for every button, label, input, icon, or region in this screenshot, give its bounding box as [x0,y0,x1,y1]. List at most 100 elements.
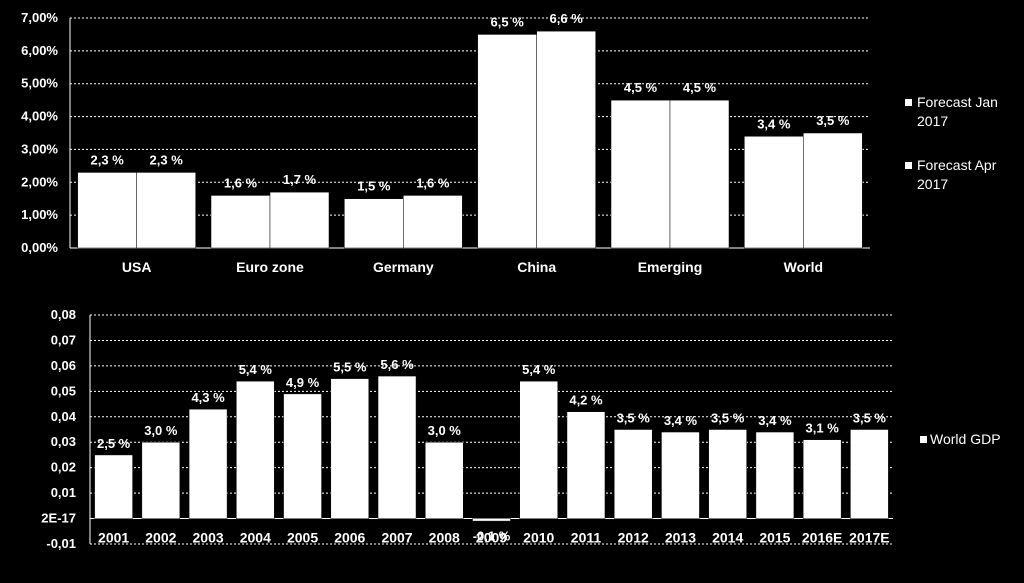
bar [425,441,464,519]
bar [669,99,730,249]
legend-swatch [905,162,912,169]
data-label: 2,3 % [150,152,184,167]
bar [77,172,137,249]
data-label: 3,0 % [144,423,178,438]
bar [519,380,558,519]
x-tick-label: China [517,259,556,275]
bar [236,380,275,519]
bar [708,429,747,519]
data-label: 3,1 % [806,421,840,436]
x-tick-label: Emerging [638,259,703,275]
x-tick-label: 2003 [193,530,224,546]
x-tick-label: 2011 [571,530,602,546]
y-tick-label: 0,06 [51,358,76,373]
data-label: 5,6 % [380,357,414,372]
bar [210,195,271,249]
data-label: 3,0 % [428,423,462,438]
bar [344,198,404,249]
bar [472,518,511,522]
bar [477,34,537,249]
y-tick-label: 2E-17 [41,511,76,526]
data-label: 5,4 % [239,362,273,377]
x-tick-label: 2010 [523,530,554,546]
legend-label: 2017 [917,176,948,192]
legend-swatch [905,99,912,106]
x-tick-label: Germany [373,259,434,275]
data-label: 1,6 % [224,175,258,190]
bar [403,195,463,249]
y-tick-label: 0,00% [21,240,58,255]
x-tick-label: 2016E [802,530,842,546]
x-tick-label: 2001 [98,530,129,546]
data-label: 4,3 % [191,390,225,405]
y-tick-label: 7,00% [21,10,58,25]
y-tick-label: 0,08 [51,307,76,322]
legend-label: Forecast Apr [917,157,997,173]
bar [566,411,606,519]
bar [269,191,330,249]
bar [330,378,370,519]
bar [536,30,596,249]
y-tick-label: 0,01 [51,485,76,500]
x-tick-label: USA [122,259,152,275]
bar [94,454,133,519]
data-label: 4,2 % [569,393,603,408]
data-label: 3,5 % [617,411,651,426]
data-label: 1,5 % [357,179,391,194]
data-label: 5,4 % [522,362,556,377]
x-tick-label: 2013 [665,530,696,546]
y-tick-label: 0,02 [51,460,76,475]
data-label: 3,4 % [758,413,792,428]
y-tick-label: 0,03 [51,434,76,449]
x-tick-label: 2004 [240,530,271,546]
x-tick-label: World [784,259,823,275]
x-tick-label: 2006 [334,530,365,546]
y-tick-label: 0,07 [51,332,76,347]
data-label: 3,5 % [711,411,745,426]
data-label: 4,5 % [624,80,658,95]
legend-label: 2017 [917,113,948,129]
x-tick-label: 2007 [381,530,412,546]
data-label: -0,1 % [473,529,511,544]
y-tick-label: 0,05 [51,383,76,398]
data-label: 1,6 % [416,175,450,190]
x-tick-label: 2012 [618,530,649,546]
data-label: 3,4 % [664,413,698,428]
data-label: 3,4 % [757,116,791,131]
legend-label: Forecast Jan [917,94,998,110]
y-tick-label: 1,00% [21,207,58,222]
data-label: 5,5 % [333,360,367,375]
x-tick-label: 2015 [759,530,790,546]
x-tick-label: 2008 [429,530,460,546]
y-tick-label: 5,00% [21,76,58,91]
bar [850,429,889,519]
y-tick-label: 4,00% [21,109,58,124]
bar [136,172,196,249]
bar [755,431,795,519]
bar [283,393,322,519]
data-label: 2,3 % [91,152,125,167]
y-tick-label: -0,01 [46,536,76,551]
chart-world-gdp: -0,01 2E-17 0,01 0,02 0,03 0,04 0,05 0,06 0,07 0,… [41,307,1000,551]
y-tick-label: 0,04 [51,409,77,424]
bar [802,439,842,519]
bar [141,441,181,519]
y-tick-label: 3,00% [21,141,58,156]
data-label: 2,5 % [97,436,131,451]
x-tick-label: 2002 [145,530,176,546]
bar [610,99,671,249]
data-label: 6,6 % [550,11,584,26]
bar [613,429,653,519]
data-label: 4,9 % [286,375,320,390]
legend-swatch [920,436,927,443]
x-tick-label: 2017E [849,530,889,546]
data-label: 1,7 % [283,172,317,187]
data-label: 4,5 % [683,80,717,95]
legend-label: World GDP [930,431,1001,447]
y-tick-label: 2,00% [21,174,58,189]
x-tick-label: 2005 [287,530,318,546]
bar [188,408,228,519]
data-label: 6,5 % [491,14,525,29]
bar [803,132,863,249]
